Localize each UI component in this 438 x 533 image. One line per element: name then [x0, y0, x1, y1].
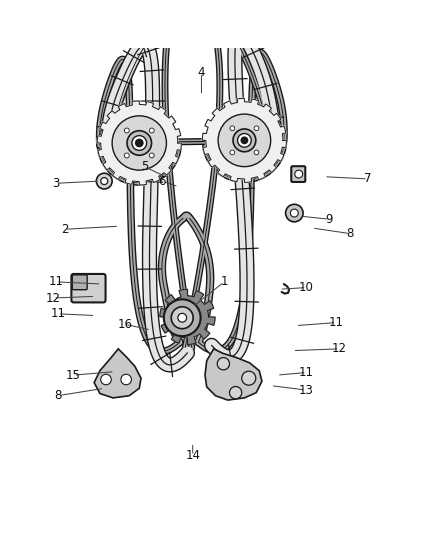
Circle shape — [112, 116, 166, 170]
Text: 5: 5 — [141, 160, 148, 173]
Text: 15: 15 — [66, 369, 81, 382]
Circle shape — [101, 374, 111, 385]
Circle shape — [230, 150, 235, 155]
Polygon shape — [97, 101, 181, 185]
Text: 14: 14 — [185, 449, 200, 462]
Circle shape — [254, 126, 259, 131]
Circle shape — [135, 139, 144, 147]
Circle shape — [127, 131, 152, 155]
Circle shape — [178, 313, 187, 322]
FancyBboxPatch shape — [291, 166, 305, 182]
Circle shape — [171, 307, 193, 329]
Circle shape — [175, 304, 200, 329]
Text: 8: 8 — [54, 389, 61, 402]
Polygon shape — [94, 349, 141, 398]
Polygon shape — [202, 98, 286, 182]
Text: 16: 16 — [117, 318, 132, 331]
Circle shape — [149, 128, 154, 133]
FancyBboxPatch shape — [72, 275, 87, 290]
Text: 8: 8 — [347, 227, 354, 240]
Circle shape — [124, 153, 129, 158]
Polygon shape — [205, 349, 262, 400]
Text: 1: 1 — [220, 276, 228, 288]
Circle shape — [230, 386, 242, 399]
Circle shape — [101, 177, 108, 184]
Circle shape — [124, 128, 129, 133]
Circle shape — [124, 153, 129, 158]
Circle shape — [240, 136, 248, 144]
Circle shape — [290, 209, 298, 217]
Text: 11: 11 — [50, 308, 65, 320]
Circle shape — [149, 153, 154, 158]
Circle shape — [240, 136, 248, 144]
Circle shape — [254, 126, 259, 131]
Circle shape — [149, 128, 154, 133]
Text: 9: 9 — [325, 213, 333, 225]
Circle shape — [96, 173, 112, 189]
Circle shape — [112, 116, 166, 170]
Text: 11: 11 — [49, 276, 64, 288]
Text: 3: 3 — [53, 177, 60, 190]
Circle shape — [233, 129, 256, 152]
Text: 11: 11 — [299, 366, 314, 379]
Circle shape — [295, 170, 303, 178]
Circle shape — [124, 128, 129, 133]
Circle shape — [127, 131, 152, 155]
Polygon shape — [97, 101, 181, 185]
Circle shape — [230, 150, 235, 155]
Circle shape — [233, 129, 256, 152]
Text: 12: 12 — [332, 342, 347, 356]
Circle shape — [286, 204, 303, 222]
Text: 10: 10 — [299, 281, 314, 294]
Text: 6: 6 — [158, 175, 166, 188]
Text: 13: 13 — [298, 384, 313, 397]
Text: 2: 2 — [61, 223, 69, 236]
Circle shape — [164, 300, 201, 336]
Circle shape — [218, 114, 271, 167]
Circle shape — [149, 153, 154, 158]
Polygon shape — [202, 98, 286, 182]
Circle shape — [135, 139, 144, 147]
Circle shape — [242, 371, 256, 385]
Text: 11: 11 — [329, 316, 344, 329]
FancyBboxPatch shape — [71, 274, 106, 302]
Text: 4: 4 — [198, 67, 205, 79]
Circle shape — [132, 135, 147, 150]
Circle shape — [217, 358, 230, 370]
Circle shape — [237, 134, 251, 147]
Polygon shape — [160, 289, 215, 344]
Circle shape — [218, 114, 271, 167]
Circle shape — [254, 150, 259, 155]
Text: 7: 7 — [364, 172, 372, 185]
Circle shape — [254, 150, 259, 155]
Text: 12: 12 — [46, 292, 61, 304]
Circle shape — [121, 374, 131, 385]
Circle shape — [230, 126, 235, 131]
Circle shape — [132, 135, 147, 150]
Circle shape — [230, 126, 235, 131]
Circle shape — [181, 310, 194, 324]
Circle shape — [237, 134, 251, 147]
